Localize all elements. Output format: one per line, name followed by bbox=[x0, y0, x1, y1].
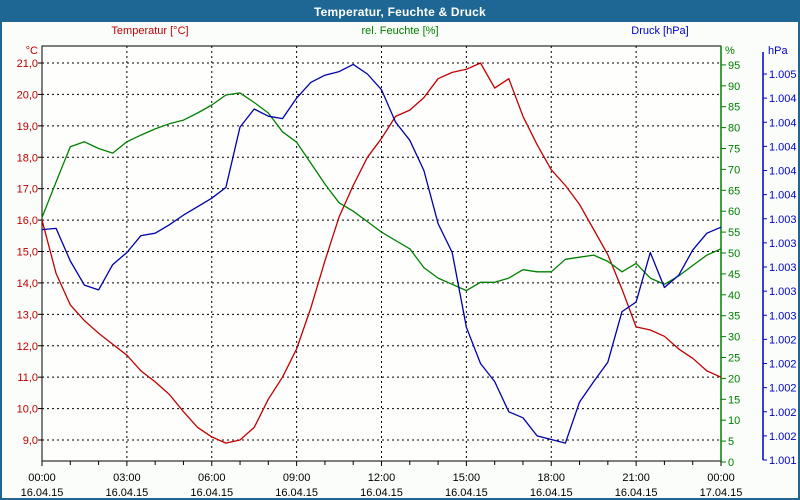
legend-pressure: Druck [hPa] bbox=[631, 25, 689, 37]
humidity-axis-label: 60 bbox=[728, 206, 740, 218]
series-pressure bbox=[41, 63, 722, 444]
humidity-axis-label: 50 bbox=[728, 248, 740, 260]
humidity-axis-label: 0 bbox=[728, 457, 734, 469]
humidity-axis-label: 85 bbox=[728, 102, 740, 114]
x-time-label: 15:00 bbox=[453, 472, 481, 484]
humidity-axis-label: 70 bbox=[728, 164, 740, 176]
x-time-label: 00:00 bbox=[707, 472, 735, 484]
humidity-axis-label: 5 bbox=[728, 436, 734, 448]
pressure-axis-label: 1.002 bbox=[769, 359, 797, 371]
x-date-label: 16.04.15 bbox=[21, 487, 64, 499]
pressure-axis-label: 1.002 bbox=[769, 431, 797, 443]
pressure-axis-label: 1.002 bbox=[769, 407, 797, 419]
pressure-axis-label: 1.002 bbox=[769, 383, 797, 395]
humidity-axis-label: 65 bbox=[728, 185, 740, 197]
pressure-axis-label: 1.004 bbox=[769, 166, 797, 178]
humidity-unit-label: % bbox=[725, 45, 735, 57]
x-time-label: 06:00 bbox=[198, 472, 226, 484]
temp-axis-label: 20,0 bbox=[17, 89, 38, 101]
pressure-axis-label: 1.003 bbox=[769, 286, 797, 298]
series-temp bbox=[41, 62, 722, 444]
temp-axis-label: 13,0 bbox=[17, 309, 38, 321]
series-humidity bbox=[41, 92, 722, 292]
pressure-axis-label: 1.003 bbox=[769, 262, 797, 274]
legend-temperature: Temperatur [°C] bbox=[111, 25, 189, 37]
temp-unit-label: °C bbox=[26, 45, 38, 57]
x-date-label: 16.04.15 bbox=[105, 487, 148, 499]
legend-humidity: rel. Feuchte [%] bbox=[361, 25, 439, 37]
humidity-axis-label: 75 bbox=[728, 144, 740, 156]
temp-axis-label: 11,0 bbox=[17, 372, 38, 384]
temp-axis-label: 12,0 bbox=[17, 341, 38, 353]
humidity-axis-label: 45 bbox=[728, 269, 740, 281]
humidity-axis-label: 15 bbox=[728, 394, 740, 406]
x-time-label: 18:00 bbox=[537, 472, 565, 484]
temp-axis-label: 16,0 bbox=[17, 215, 38, 227]
humidity-axis-label: 40 bbox=[728, 290, 740, 302]
x-date-label: 16.04.15 bbox=[360, 487, 403, 499]
humidity-axis-label: 80 bbox=[728, 123, 740, 135]
x-date-label: 16.04.15 bbox=[615, 487, 658, 499]
temp-axis-label: 10,0 bbox=[17, 404, 38, 416]
temp-axis-label: 14,0 bbox=[17, 278, 38, 290]
pressure-axis-label: 1.003 bbox=[769, 310, 797, 322]
x-time-label: 21:00 bbox=[622, 472, 650, 484]
plot-area bbox=[42, 46, 721, 461]
x-time-label: 00:00 bbox=[28, 472, 56, 484]
pressure-axis-label: 1.004 bbox=[769, 117, 797, 129]
humidity-axis-label: 90 bbox=[728, 81, 740, 93]
humidity-axis-label: 35 bbox=[728, 311, 740, 323]
x-date-label: 16.04.15 bbox=[190, 487, 233, 499]
humidity-axis-label: 95 bbox=[728, 60, 740, 72]
humidity-axis-label: 25 bbox=[728, 353, 740, 365]
humidity-axis-label: 55 bbox=[728, 227, 740, 239]
window-title: Temperatur, Feuchte & Druck bbox=[2, 2, 798, 22]
x-date-label: 17.04.15 bbox=[700, 487, 743, 499]
x-date-label: 16.04.15 bbox=[530, 487, 573, 499]
pressure-axis-label: 1.003 bbox=[769, 214, 797, 226]
temp-axis-label: 17,0 bbox=[17, 184, 38, 196]
pressure-unit-label: hPa bbox=[768, 45, 788, 57]
x-time-label: 03:00 bbox=[113, 472, 141, 484]
x-date-label: 16.04.15 bbox=[445, 487, 488, 499]
temp-axis-label: 15,0 bbox=[17, 247, 38, 259]
x-date-label: 16.04.15 bbox=[275, 487, 318, 499]
temp-axis-label: 9,0 bbox=[23, 435, 38, 447]
temp-axis-label: 19,0 bbox=[17, 121, 38, 133]
pressure-axis-label: 1.002 bbox=[769, 334, 797, 346]
temp-axis-label: 18,0 bbox=[17, 152, 38, 164]
temp-axis-label: 21,0 bbox=[17, 58, 38, 70]
pressure-axis-label: 1.003 bbox=[769, 238, 797, 250]
pressure-axis-label: 1.004 bbox=[769, 190, 797, 202]
x-time-label: 12:00 bbox=[368, 472, 396, 484]
pressure-axis-label: 1.004 bbox=[769, 141, 797, 153]
humidity-axis-label: 10 bbox=[728, 415, 740, 427]
pressure-axis-label: 1.001 bbox=[769, 455, 797, 467]
humidity-axis-label: 20 bbox=[728, 373, 740, 385]
x-time-label: 09:00 bbox=[283, 472, 311, 484]
pressure-axis-label: 1.005 bbox=[769, 69, 797, 81]
pressure-axis-label: 1.004 bbox=[769, 93, 797, 105]
humidity-axis-label: 30 bbox=[728, 332, 740, 344]
